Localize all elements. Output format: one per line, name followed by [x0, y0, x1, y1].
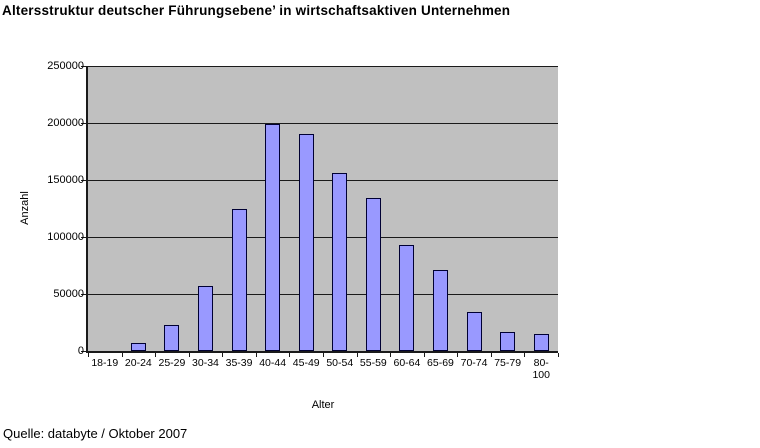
y-axis-tick — [81, 236, 87, 238]
source-caption: Quelle: databyte / Oktober 2007 — [3, 426, 188, 441]
x-tick-label: 50-54 — [326, 357, 354, 369]
x-tick-label: 60-64 — [393, 357, 421, 369]
y-axis-tick — [81, 65, 87, 67]
bar — [265, 124, 281, 351]
x-axis-tick — [188, 353, 190, 357]
bar — [198, 286, 213, 351]
x-axis-title: Alter — [311, 399, 335, 411]
gridline — [88, 236, 558, 238]
x-axis-tick — [390, 353, 392, 357]
chart-title: Altersstruktur deutscher Führungsebene’ … — [2, 3, 511, 18]
plot-area — [88, 66, 558, 351]
x-axis-tick — [222, 353, 224, 357]
bar — [332, 173, 348, 351]
y-axis-tick — [81, 179, 87, 181]
y-tick-label: 200000 — [47, 117, 84, 129]
x-axis-tick — [121, 353, 123, 357]
bar — [399, 244, 415, 351]
y-tick-label: 50000 — [53, 288, 84, 300]
y-tick-label: 100000 — [47, 231, 84, 243]
x-tick-label: 25-29 — [158, 357, 186, 369]
bar — [466, 312, 482, 351]
x-tick-label: 70-74 — [460, 357, 488, 369]
gridline — [88, 122, 558, 124]
gridline — [88, 65, 558, 67]
x-axis-tick — [88, 353, 89, 357]
bar — [500, 331, 516, 351]
y-axis-tick — [81, 122, 87, 124]
x-tick-label: 45-49 — [292, 357, 320, 369]
x-axis-tick — [155, 353, 157, 357]
y-tick-label: 0 — [77, 345, 84, 357]
bar — [533, 333, 549, 351]
x-axis-tick — [356, 353, 358, 357]
x-axis-tick — [490, 353, 492, 357]
x-axis-tick — [289, 353, 291, 357]
y-axis-tick — [81, 293, 87, 295]
bar — [298, 134, 314, 351]
x-tick-label: 18-19 — [91, 357, 119, 369]
x-axis-tick — [457, 353, 459, 357]
x-tick-label: 55-59 — [359, 357, 387, 369]
x-axis-line — [86, 351, 558, 353]
bar — [164, 324, 180, 351]
y-tick-label: 250000 — [47, 60, 84, 72]
x-axis-tick — [524, 353, 526, 357]
x-tick-label: 20-24 — [124, 357, 152, 369]
y-axis-line — [86, 66, 88, 353]
y-axis-tick — [81, 350, 87, 352]
x-tick-label: 40-44 — [259, 357, 287, 369]
y-axis-title: Anzahl — [19, 191, 31, 225]
x-axis-tick — [558, 353, 559, 357]
bar — [130, 343, 146, 351]
bar — [433, 270, 448, 351]
x-axis-tick — [423, 353, 425, 357]
gridline — [88, 179, 558, 181]
x-tick-label: 35-39 — [225, 357, 253, 369]
bar — [365, 198, 381, 351]
bar — [231, 208, 247, 351]
gridline — [88, 293, 558, 295]
x-tick-label: 75-79 — [494, 357, 522, 369]
x-axis-tick — [323, 353, 324, 357]
x-tick-label: 65-69 — [427, 357, 454, 369]
x-tick-label: 80- 100 — [532, 357, 550, 381]
y-tick-label: 150000 — [47, 174, 84, 186]
x-tick-label: 30-34 — [192, 357, 219, 369]
x-axis-tick — [255, 353, 257, 357]
